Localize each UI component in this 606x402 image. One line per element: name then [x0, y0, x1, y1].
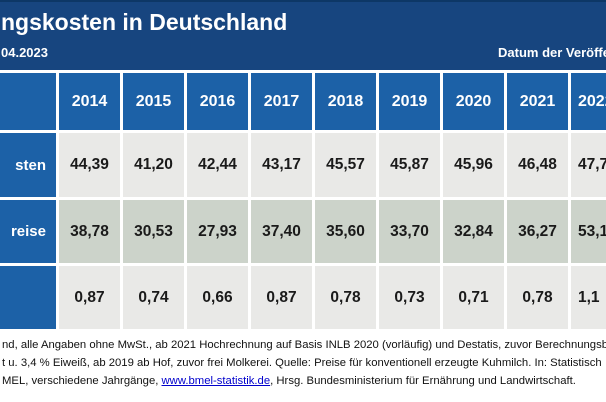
publication-date-label: Datum der Veröffe [498, 45, 606, 60]
year-header: 2021 [507, 73, 568, 130]
page-title: ngskosten in Deutschland [1, 9, 288, 35]
footnotes: nd, alle Angaben ohne MwSt., ab 2021 Hoc… [2, 336, 606, 390]
value-cell: 0,87 [59, 266, 120, 329]
value-cell: 45,57 [315, 133, 376, 197]
year-header: 2018 [315, 73, 376, 130]
value-cell: 27,93 [187, 200, 248, 263]
value-cell: 41,20 [123, 133, 184, 197]
bmel-statistik-link[interactable]: www.bmel-statistik.de [161, 375, 271, 387]
footnote-line-2: t u. 3,4 % Eiweiß, ab 2019 ab Hof, zuvor… [2, 357, 602, 369]
value-cell: 0,73 [379, 266, 440, 329]
value-cell: 0,87 [251, 266, 312, 329]
footnote-line-1: nd, alle Angaben ohne MwSt., ab 2021 Hoc… [2, 339, 606, 351]
value-cell: 47,7 [571, 133, 606, 197]
year-header: 2022 [571, 73, 606, 130]
footnote-line-3-start: MEL, verschiedene Jahrgänge, [2, 375, 162, 387]
year-header: 2019 [379, 73, 440, 130]
data-table: 2014 2015 2016 2017 2018 2019 2020 2021 … [0, 73, 606, 329]
value-cell: 44,39 [59, 133, 120, 197]
value-cell: 0,78 [315, 266, 376, 329]
row-label-ratio [0, 266, 56, 329]
value-cell: 1,1 [571, 266, 606, 329]
value-cell: 42,44 [187, 133, 248, 197]
value-cell: 46,48 [507, 133, 568, 197]
value-cell: 32,84 [443, 200, 504, 263]
value-cell: 36,27 [507, 200, 568, 263]
value-cell: 0,78 [507, 266, 568, 329]
year-header: 2014 [59, 73, 120, 130]
value-cell: 45,96 [443, 133, 504, 197]
value-cell: 43,17 [251, 133, 312, 197]
row-label-prices: reise [0, 200, 56, 263]
value-cell: 53,1 [571, 200, 606, 263]
value-cell: 35,60 [315, 200, 376, 263]
header-banner: ngskosten in Deutschland 04.2023 Datum d… [0, 0, 606, 70]
row-label-costs: sten [0, 133, 56, 197]
value-cell: 30,53 [123, 200, 184, 263]
value-cell: 38,78 [59, 200, 120, 263]
value-cell: 0,66 [187, 266, 248, 329]
corner-cell [0, 73, 56, 130]
footnote-line-3: MEL, verschiedene Jahrgänge, www.bmel-st… [2, 372, 606, 390]
value-cell: 45,87 [379, 133, 440, 197]
year-header: 2017 [251, 73, 312, 130]
value-cell: 37,40 [251, 200, 312, 263]
footnote-line-3-end: , Hrsg. Bundesministerium für Ernährung … [270, 375, 576, 387]
value-cell: 33,70 [379, 200, 440, 263]
year-header: 2016 [187, 73, 248, 130]
year-header: 2015 [123, 73, 184, 130]
publication-date: 04.2023 [1, 45, 48, 60]
value-cell: 0,71 [443, 266, 504, 329]
value-cell: 0,74 [123, 266, 184, 329]
year-header: 2020 [443, 73, 504, 130]
